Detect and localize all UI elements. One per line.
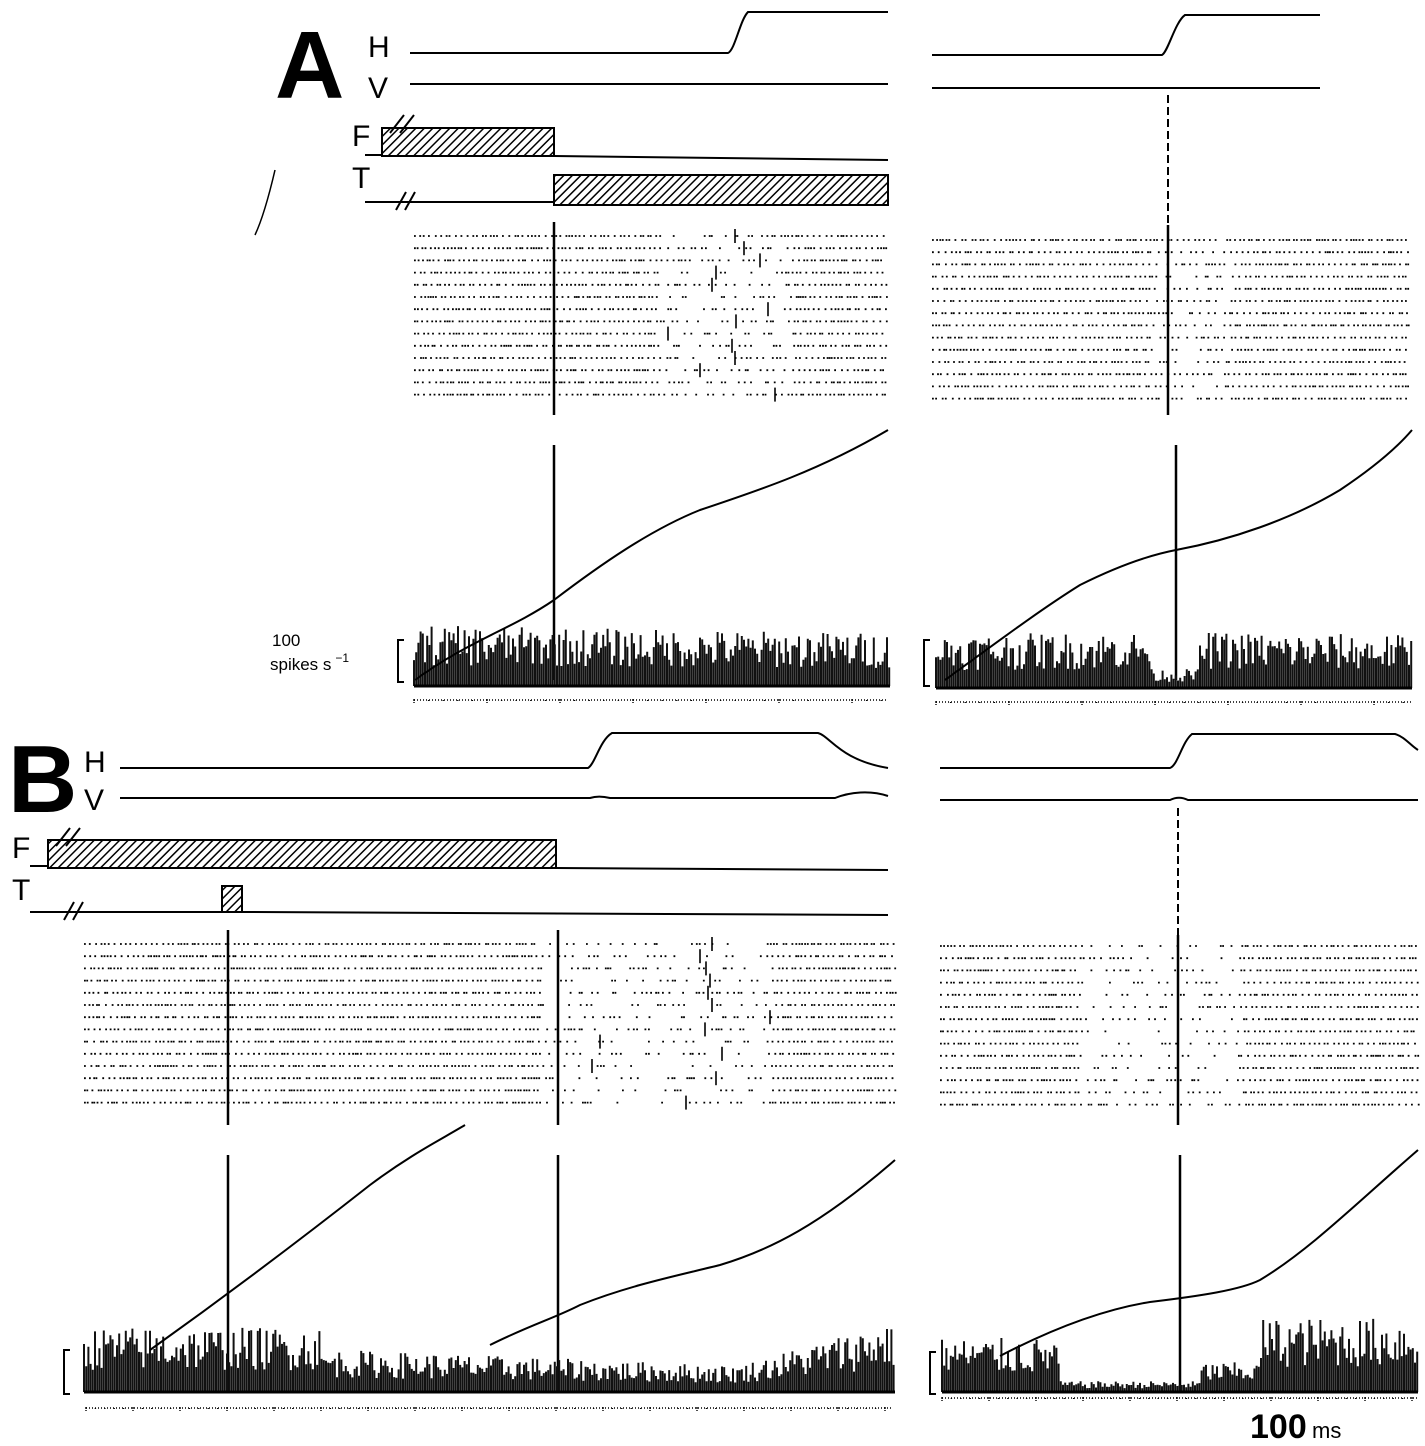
- panel-b-time-axis-right: [941, 1397, 1418, 1402]
- panel-b-histogram-left: [83, 1327, 895, 1394]
- time-scale-unit: ms: [1312, 1418, 1341, 1443]
- panel-a-h-trace-left: [410, 11, 888, 54]
- panel-b-cumulative-right: [999, 1149, 1419, 1357]
- panel-a-h-label: H: [368, 31, 390, 64]
- panel-a-letter: A: [275, 12, 344, 119]
- panel-a-scale-unit: spikes s −1: [270, 651, 349, 674]
- panel-b-fixation-signal: [30, 827, 889, 871]
- time-scale-value: 100: [1250, 1408, 1307, 1446]
- panel-a-histogram-right: [935, 633, 1413, 690]
- panel-a-cumulative-right: [944, 429, 1413, 681]
- panel-b-time-axis-left: [85, 1407, 893, 1412]
- panel-b-h-label: H: [84, 746, 106, 779]
- panel-a-scale-bar-right: [923, 639, 930, 687]
- panel-b-h-trace-left: [120, 732, 889, 769]
- panel-a-t-label: T: [352, 162, 370, 195]
- panel-a-f-label: F: [352, 120, 370, 153]
- panel-b-cumulative-target: [149, 1124, 466, 1351]
- panel-a-v-label: V: [368, 72, 388, 105]
- panel-b-target-signal: [30, 885, 889, 921]
- panel-a: A H V F T: [254, 11, 1413, 706]
- panel-a-h-trace-right: [932, 14, 1320, 56]
- panel-a-raster-right: [932, 239, 1410, 400]
- panel-b-h-trace-right: [940, 733, 1419, 769]
- panel-a-histogram-left: [413, 626, 891, 688]
- panel-a-raster-left: [414, 229, 888, 402]
- panel-b-t-label: T: [12, 874, 30, 907]
- panel-b-histogram-right: [941, 1318, 1419, 1394]
- panel-a-scale-bar: [397, 639, 404, 683]
- panel-b-raster-right: [940, 945, 1420, 1106]
- panel-a-time-axis-left: [413, 699, 888, 704]
- panel-b-scale-bar-right: [929, 1351, 936, 1395]
- panel-b-v-label: V: [84, 784, 104, 817]
- panel-b-cumulative-left: [489, 1159, 896, 1346]
- panel-a-fixation-signal: [365, 114, 889, 161]
- panel-a-cumulative-left: [414, 429, 889, 681]
- panel-b-letter: B: [8, 726, 77, 833]
- panel-a-stray-mark: [254, 169, 276, 236]
- panel-a-target-signal: [365, 174, 889, 211]
- panel-b: B H V F T: [8, 726, 1420, 1446]
- panel-b-raster-left: [84, 937, 897, 1110]
- panel-a-scale-value: 100: [272, 631, 300, 650]
- panel-b-v-trace-right: [940, 796, 1418, 801]
- panel-b-v-trace-left: [120, 791, 889, 799]
- panel-a-time-axis-right: [935, 701, 1412, 706]
- panel-b-scale-bar-left: [63, 1349, 70, 1395]
- panel-b-f-label: F: [12, 832, 30, 865]
